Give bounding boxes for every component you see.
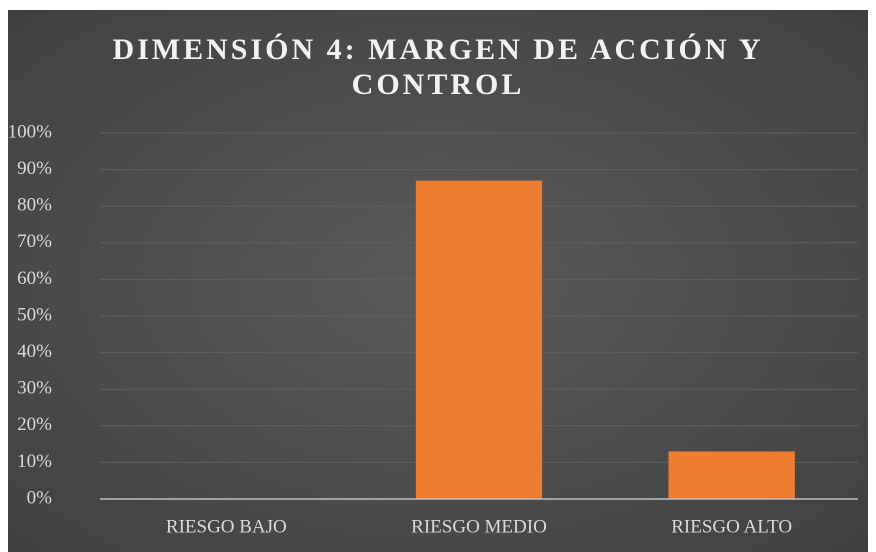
bar [668, 451, 795, 499]
x-tick-label: RIESGO ALTO [671, 516, 792, 537]
chart: 0% 10% 20% 30% 40% 50% 60% 70% 80% 90% 100% RIESGO … [8, 121, 858, 537]
y-tick-label: 50% [17, 304, 52, 325]
y-tick-label: 10% [17, 451, 52, 472]
y-tick-label: 70% [17, 231, 52, 252]
y-tick-label: 40% [17, 341, 52, 362]
y-tick-label: 100% [8, 121, 52, 142]
bar [415, 180, 543, 499]
y-tick-label: 90% [17, 158, 52, 179]
y-tick-label: 80% [17, 195, 52, 216]
y-tick-label: 20% [17, 414, 52, 435]
y-tick-label: 0% [27, 487, 53, 508]
y-tick-label: 30% [17, 378, 52, 399]
x-tick-label: RIESGO MEDIO [411, 516, 547, 537]
chart-title: DIMENSIÓN 4: MARGEN DE ACCIÓN Y CONTROL [112, 33, 764, 101]
y-tick-label: 60% [17, 268, 52, 289]
x-tick-label: RIESGO BAJO [166, 516, 287, 537]
chart-area: 0% 10% 20% 30% 40% 50% 60% 70% 80% 90% 100% RIESGO … [8, 10, 868, 552]
